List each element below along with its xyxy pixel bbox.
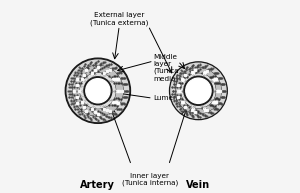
Circle shape bbox=[182, 74, 215, 108]
Circle shape bbox=[171, 63, 226, 118]
Text: Middle
layer
(Tunica
media): Middle layer (Tunica media) bbox=[154, 53, 179, 81]
Text: External layer
(Tunica externa): External layer (Tunica externa) bbox=[90, 12, 148, 26]
Circle shape bbox=[176, 68, 221, 113]
Circle shape bbox=[84, 77, 112, 105]
Text: Vein: Vein bbox=[186, 180, 211, 190]
Circle shape bbox=[86, 79, 110, 103]
Circle shape bbox=[73, 66, 123, 115]
Text: Inner layer
(Tunica interna): Inner layer (Tunica interna) bbox=[122, 173, 178, 186]
Text: Artery: Artery bbox=[80, 180, 115, 190]
Circle shape bbox=[184, 76, 213, 105]
Circle shape bbox=[186, 78, 211, 103]
Circle shape bbox=[176, 68, 221, 113]
Circle shape bbox=[67, 60, 129, 121]
Circle shape bbox=[81, 73, 115, 108]
Text: Lumen: Lumen bbox=[154, 95, 178, 101]
Circle shape bbox=[73, 66, 123, 116]
Circle shape bbox=[80, 73, 116, 108]
Circle shape bbox=[65, 58, 130, 123]
Circle shape bbox=[181, 74, 215, 108]
Circle shape bbox=[169, 62, 227, 120]
